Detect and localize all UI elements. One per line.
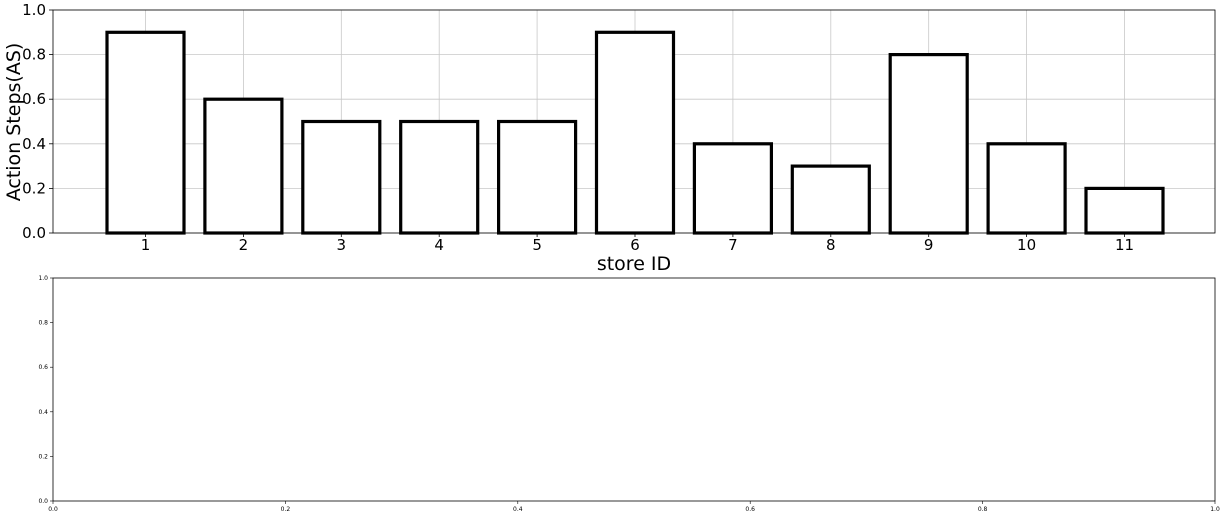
x-tick-label: 10 <box>1017 236 1036 254</box>
x-tick-label: 7 <box>728 236 738 254</box>
y-tick-label: 0.4 <box>38 409 48 416</box>
empty-axes: 0.0 0.2 0.4 0.6 0.8 1.0 0.0 0.2 0.4 0.6 0.8 1.0 <box>38 275 1219 513</box>
y-tick-label: 0.2 <box>22 179 46 197</box>
x-ticks-bottom: 0.0 0.2 0.4 0.6 0.8 1.0 <box>48 501 1220 513</box>
y-tick-label: 0.6 <box>22 90 46 108</box>
bars <box>105 30 1165 235</box>
y-tick-label: 0.6 <box>38 364 48 371</box>
x-tick-label: 9 <box>924 236 934 254</box>
y-tick-label: 0.0 <box>22 224 46 242</box>
y-axis-label: Action Steps(AS) <box>3 43 25 202</box>
plot-frame-bottom <box>52 277 1216 502</box>
bar <box>692 142 774 235</box>
bar <box>301 119 382 235</box>
bar <box>1084 186 1165 235</box>
y-tick-label: 0.2 <box>38 453 48 460</box>
bar <box>888 52 969 235</box>
x-tick-label: 0.0 <box>48 506 58 513</box>
x-tick-label: 0.2 <box>281 506 291 513</box>
y-ticks-bottom: 0.0 0.2 0.4 0.6 0.8 1.0 <box>38 275 53 505</box>
bar <box>399 119 480 235</box>
y-tick-label: 0.8 <box>22 46 46 64</box>
x-axis-label: store ID <box>597 253 671 275</box>
y-ticks: 0.0 0.2 0.4 0.6 0.8 1.0 <box>22 1 53 242</box>
x-tick-label: 1 <box>141 236 151 254</box>
y-tick-label: 0.8 <box>38 320 48 327</box>
x-tick-label: 1.0 <box>1210 506 1220 513</box>
bar <box>497 119 578 235</box>
x-ticks: 1 2 3 4 5 6 7 8 9 10 11 <box>141 233 1134 254</box>
y-tick-label: 0.4 <box>22 135 46 153</box>
y-tick-label: 1.0 <box>22 1 46 19</box>
x-tick-label: 0.6 <box>745 506 755 513</box>
y-tick-label: 0.0 <box>38 498 48 505</box>
x-tick-label: 0.4 <box>513 506 523 513</box>
bar-chart: 1 2 3 4 5 6 7 8 9 10 11 0.0 0.2 0.4 0.6 0.8 1.0 store I… <box>3 1 1216 275</box>
plot-frame <box>52 9 1216 234</box>
bar <box>986 142 1067 235</box>
bar <box>790 164 871 235</box>
x-tick-label: 2 <box>239 236 249 254</box>
x-tick-label: 5 <box>532 236 542 254</box>
y-tick-label: 1.0 <box>38 275 48 282</box>
bar <box>594 30 676 235</box>
x-tick-label: 6 <box>630 236 640 254</box>
x-tick-label: 0.8 <box>978 506 988 513</box>
x-tick-label: 3 <box>337 236 347 254</box>
x-tick-label: 11 <box>1115 236 1134 254</box>
x-tick-label: 4 <box>434 236 444 254</box>
bar <box>203 97 284 235</box>
x-tick-label: 8 <box>826 236 836 254</box>
bar <box>105 30 186 235</box>
